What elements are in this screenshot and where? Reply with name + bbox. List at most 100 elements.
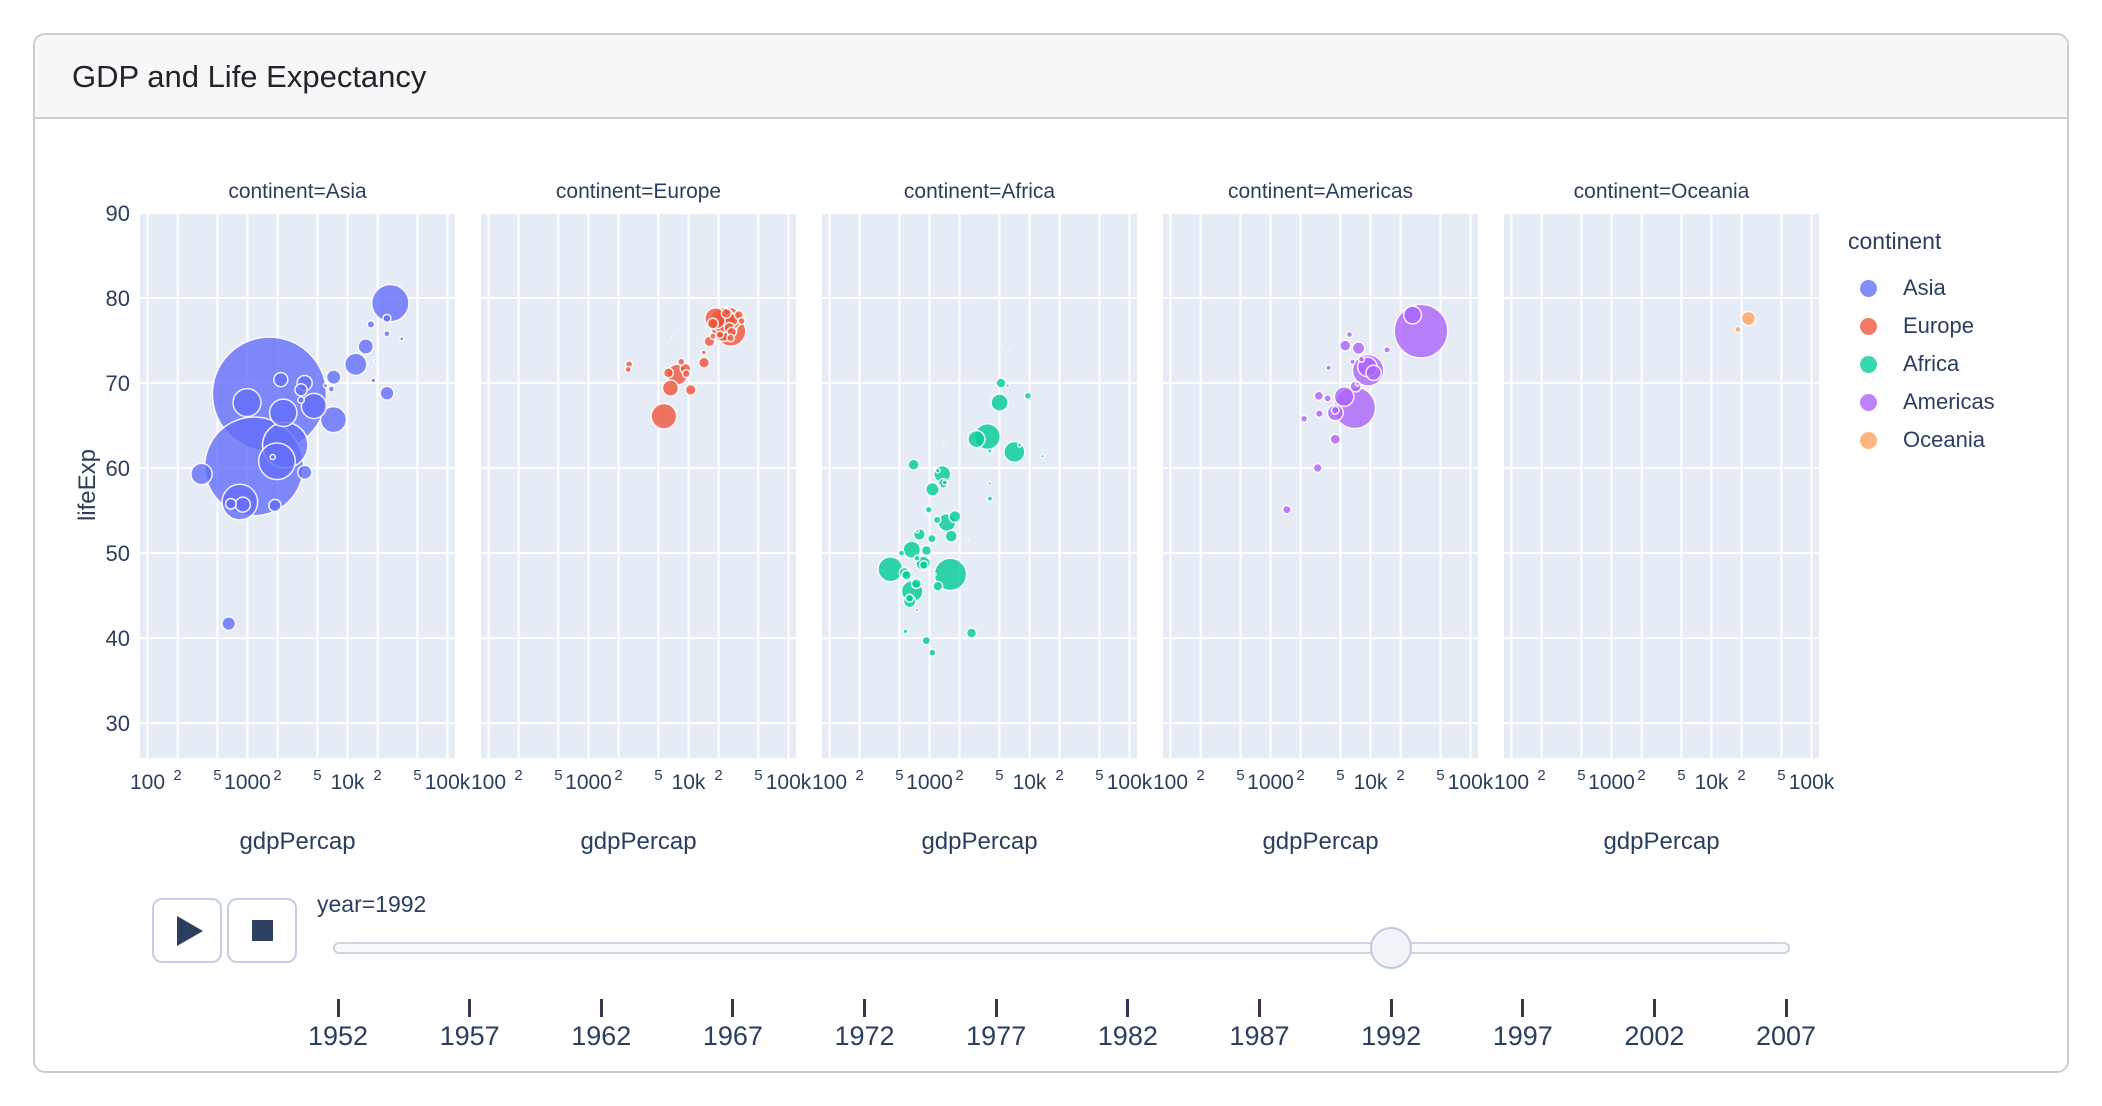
data-point[interactable] <box>624 365 633 374</box>
data-point[interactable] <box>1345 330 1354 339</box>
data-point[interactable] <box>297 396 306 405</box>
data-point[interactable] <box>987 480 993 486</box>
data-point[interactable] <box>234 496 252 513</box>
data-point[interactable] <box>902 628 909 635</box>
slider-tick-label[interactable]: 1977 <box>966 1021 1027 1051</box>
data-point[interactable] <box>327 385 336 393</box>
data-point[interactable] <box>902 540 922 560</box>
data-point[interactable] <box>1354 381 1360 387</box>
slider-tick-label[interactable]: 1982 <box>1097 1021 1158 1051</box>
data-point[interactable] <box>1734 325 1742 334</box>
data-point[interactable] <box>1314 409 1324 419</box>
data-point[interactable] <box>932 572 937 577</box>
data-point[interactable] <box>1016 442 1023 448</box>
play-button[interactable] <box>152 898 222 963</box>
data-point[interactable] <box>1333 386 1355 408</box>
data-point[interactable] <box>224 497 237 510</box>
data-point[interactable] <box>934 467 941 474</box>
data-point[interactable] <box>1402 305 1423 325</box>
data-point[interactable] <box>924 505 933 514</box>
slider-tick-label[interactable]: 1987 <box>1229 1021 1290 1051</box>
data-point[interactable] <box>715 330 725 340</box>
data-point[interactable] <box>670 335 676 340</box>
data-point[interactable] <box>681 369 691 379</box>
slider-tick-label[interactable]: 1962 <box>571 1021 632 1051</box>
data-point[interactable] <box>300 392 328 420</box>
data-point[interactable] <box>897 549 906 557</box>
data-point[interactable] <box>1339 339 1352 352</box>
data-point[interactable] <box>932 515 942 525</box>
slider-tick-label[interactable]: 1992 <box>1361 1021 1422 1051</box>
data-point[interactable] <box>1023 391 1033 401</box>
data-point[interactable] <box>914 607 920 613</box>
data-point[interactable] <box>1281 504 1292 515</box>
data-point[interactable] <box>965 537 970 542</box>
data-point[interactable] <box>913 554 921 562</box>
data-point[interactable] <box>1313 390 1325 402</box>
data-point[interactable] <box>1005 350 1011 355</box>
data-point[interactable] <box>1349 358 1356 366</box>
legend-item-americas[interactable]: Americas <box>1848 383 1995 421</box>
data-point[interactable] <box>914 528 920 534</box>
slider-handle[interactable] <box>1370 927 1412 969</box>
data-point[interactable] <box>1740 310 1757 327</box>
data-point[interactable] <box>1300 414 1309 423</box>
data-point[interactable] <box>927 533 937 544</box>
data-point[interactable] <box>319 405 348 434</box>
data-point[interactable] <box>257 442 297 481</box>
data-point[interactable] <box>737 316 746 326</box>
slider-tick-label[interactable]: 1952 <box>307 1021 369 1051</box>
data-point[interactable] <box>269 453 276 461</box>
data-point[interactable] <box>986 495 994 503</box>
data-point[interactable] <box>325 369 342 385</box>
data-point[interactable] <box>232 387 262 418</box>
data-point[interactable] <box>904 593 915 603</box>
data-point[interactable] <box>297 464 313 481</box>
data-point[interactable] <box>399 336 405 342</box>
data-point[interactable] <box>1325 364 1332 372</box>
data-point[interactable] <box>920 544 933 557</box>
data-point[interactable] <box>706 317 720 330</box>
slider-tick-label[interactable]: 1972 <box>834 1021 895 1051</box>
data-point[interactable] <box>1383 345 1391 354</box>
data-point[interactable] <box>268 398 298 428</box>
data-point[interactable] <box>726 306 731 311</box>
data-point[interactable] <box>726 333 736 343</box>
data-point[interactable] <box>1329 433 1342 445</box>
data-point[interactable] <box>948 509 962 524</box>
data-point[interactable] <box>877 556 904 583</box>
data-point[interactable] <box>990 393 1009 412</box>
data-point[interactable] <box>676 357 686 367</box>
slider-tick-label[interactable]: 2002 <box>1624 1021 1685 1051</box>
data-point[interactable] <box>928 648 937 657</box>
data-point[interactable] <box>661 379 680 397</box>
legend-item-europe[interactable]: Europe <box>1848 307 1995 345</box>
legend-item-oceania[interactable]: Oceania <box>1848 421 1995 459</box>
data-point[interactable] <box>1323 394 1332 403</box>
data-point[interactable] <box>943 443 947 448</box>
data-point[interactable] <box>901 569 913 581</box>
data-point[interactable] <box>986 448 993 454</box>
data-point[interactable] <box>1040 453 1046 459</box>
data-point[interactable] <box>684 383 697 396</box>
data-point[interactable] <box>944 529 958 543</box>
data-point[interactable] <box>967 429 986 449</box>
data-point[interactable] <box>190 462 213 486</box>
data-point[interactable] <box>1330 405 1340 415</box>
data-point[interactable] <box>221 616 237 632</box>
data-point[interactable] <box>921 635 932 646</box>
data-point[interactable] <box>965 627 978 639</box>
slider-tick-label[interactable]: 1957 <box>439 1021 500 1051</box>
data-point[interactable] <box>700 349 707 356</box>
data-point[interactable] <box>720 307 732 320</box>
data-point[interactable] <box>268 498 282 513</box>
data-point[interactable] <box>373 358 378 363</box>
data-point[interactable] <box>273 371 289 388</box>
data-point[interactable] <box>366 319 376 329</box>
data-point[interactable] <box>709 332 717 341</box>
data-point[interactable] <box>383 329 391 338</box>
data-point[interactable] <box>1312 462 1323 474</box>
data-point[interactable] <box>937 483 942 488</box>
data-point[interactable] <box>650 402 678 430</box>
data-point[interactable] <box>343 352 368 377</box>
